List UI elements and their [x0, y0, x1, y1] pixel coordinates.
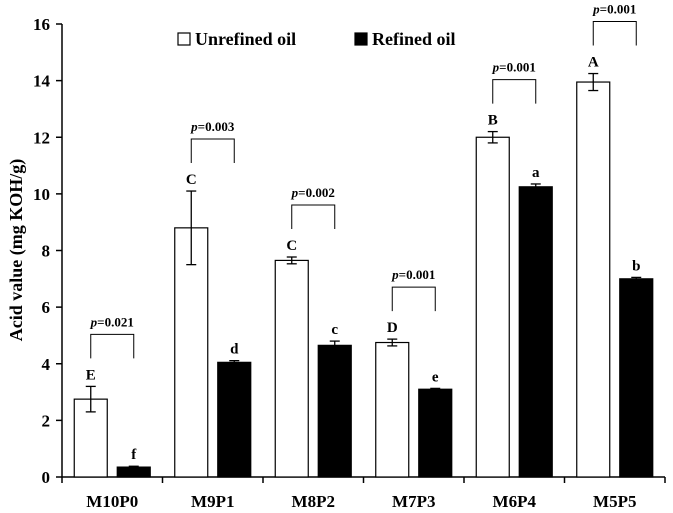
bar-refined	[217, 361, 252, 478]
y-tick-label: 10	[33, 185, 50, 204]
x-axis: M10P0 M9P1 M8P2 M7P3 M6P4 M5P5	[61, 476, 666, 511]
legend-swatch-refined	[354, 32, 368, 46]
significance-letter: b	[632, 258, 640, 274]
bar-refined	[518, 186, 553, 478]
x-tick-label: M8P2	[292, 492, 335, 511]
y-tick-label: 16	[33, 15, 50, 34]
p-value-bracket	[190, 138, 235, 164]
significance-letter: A	[588, 55, 599, 71]
p-value-bracket	[391, 286, 436, 312]
annotations: Ef p=0.021 Cd p=0.003 Cc p=0.002 De p=0.001 Ba p=…	[86, 2, 641, 464]
y-tick-label: 6	[42, 298, 51, 317]
significance-letter: E	[86, 367, 96, 383]
bar-unrefined	[174, 227, 209, 478]
x-tick-label: M10P0	[86, 492, 138, 511]
significance-letter: C	[286, 238, 297, 254]
p-value-label: p=0.021	[90, 314, 134, 329]
significance-letter: f	[131, 447, 137, 463]
legend-swatch-unrefined	[177, 32, 191, 46]
x-tick-label: M5P5	[593, 492, 636, 511]
p-value-bracket	[291, 204, 336, 230]
p-value-label: p=0.001	[391, 267, 435, 282]
bar-refined	[317, 344, 352, 478]
x-tick-label: M9P1	[191, 492, 234, 511]
p-value-label: p=0.001	[492, 60, 536, 75]
significance-letter: B	[488, 113, 498, 129]
y-tick-label: 2	[42, 411, 51, 430]
bar-unrefined	[576, 81, 611, 478]
y-axis: 0 2 4 6 8 10 12 14 16	[33, 15, 63, 487]
p-value-label: p=0.003	[190, 119, 235, 134]
significance-letter: a	[532, 165, 540, 181]
p-value-label: p=0.001	[592, 2, 636, 17]
y-axis-title: Acid value (mg KOH/g)	[6, 159, 27, 342]
significance-letter: D	[387, 320, 398, 336]
p-value-bracket	[90, 333, 135, 359]
bars	[73, 81, 654, 478]
legend: Unrefined oil Refined oil	[177, 29, 456, 49]
significance-letter: c	[331, 322, 338, 338]
y-tick-label: 14	[33, 72, 51, 91]
bar-refined	[418, 388, 453, 478]
y-tick-label: 8	[42, 242, 51, 261]
p-value-bracket	[492, 79, 537, 104]
significance-letter: d	[230, 342, 239, 358]
significance-letter: C	[186, 172, 197, 188]
legend-label-refined: Refined oil	[372, 29, 456, 49]
bar-unrefined	[375, 341, 410, 478]
bar-refined	[619, 278, 654, 478]
p-value-label: p=0.002	[291, 185, 335, 200]
bar-unrefined	[274, 259, 309, 478]
x-tick-label: M7P3	[392, 492, 435, 511]
legend-label-unrefined: Unrefined oil	[195, 29, 296, 49]
error-bars	[85, 72, 642, 469]
y-tick-label: 12	[33, 128, 50, 147]
y-tick-label: 4	[42, 355, 51, 374]
bar-unrefined	[475, 136, 510, 478]
y-tick-label: 0	[42, 468, 51, 487]
p-value-bracket	[592, 21, 637, 46]
x-tick-label: M6P4	[493, 492, 537, 511]
significance-letter: e	[432, 369, 439, 385]
